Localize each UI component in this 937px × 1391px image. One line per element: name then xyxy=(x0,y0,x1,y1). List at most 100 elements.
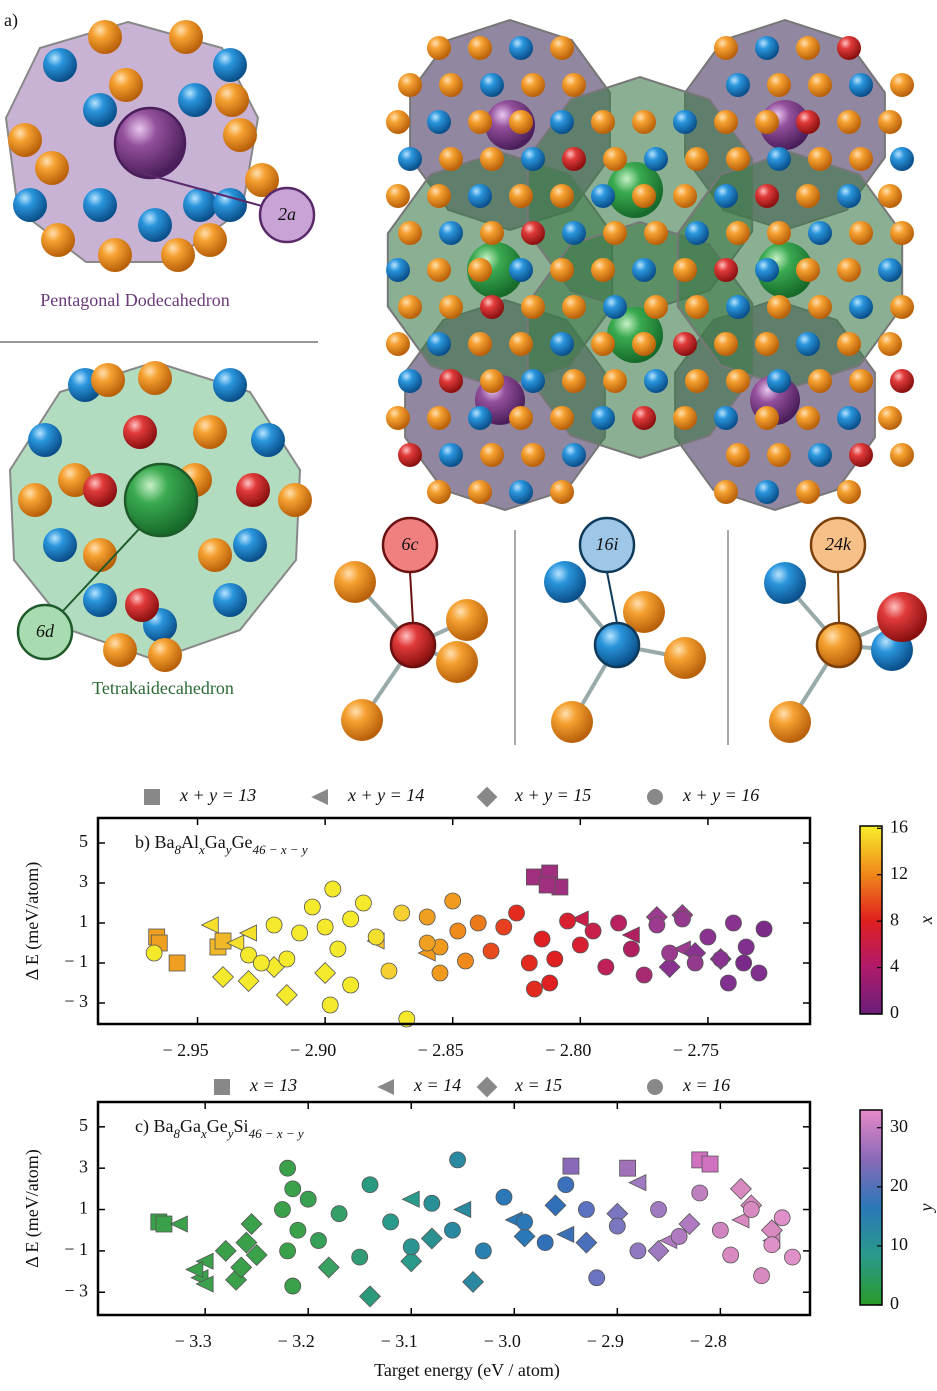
structure-diagram: a) 2a Pentagonal Dodecahedron 6d Tetraka… xyxy=(0,10,927,745)
atom xyxy=(138,208,172,242)
data-point xyxy=(729,1177,752,1200)
atom xyxy=(644,221,668,245)
data-point xyxy=(342,910,360,928)
data-point xyxy=(750,964,768,982)
title-part: Si xyxy=(234,1116,249,1136)
x-tick-label: − 3.0 xyxy=(484,1331,521,1351)
atom xyxy=(767,221,791,245)
atom xyxy=(644,369,668,393)
data-point xyxy=(737,938,755,956)
atom xyxy=(521,369,545,393)
data-point xyxy=(701,1155,719,1173)
atom xyxy=(878,258,902,282)
data-point xyxy=(719,974,737,992)
atom xyxy=(509,258,533,282)
atom xyxy=(562,369,586,393)
atom xyxy=(726,443,750,467)
y-tick-label: 3 xyxy=(79,871,88,891)
data-point xyxy=(773,1209,791,1227)
atom xyxy=(767,369,791,393)
data-point xyxy=(474,1242,492,1260)
atom xyxy=(480,295,504,319)
atom xyxy=(849,221,873,245)
atom xyxy=(796,110,820,134)
atom xyxy=(767,295,791,319)
atom xyxy=(509,36,533,60)
atom xyxy=(148,638,182,672)
data-point xyxy=(145,944,163,962)
data-point xyxy=(200,916,219,934)
title-part: Ge xyxy=(232,832,253,852)
legend-marker xyxy=(476,1076,498,1098)
atom xyxy=(755,258,779,282)
atom xyxy=(550,258,574,282)
data-point xyxy=(444,1221,461,1239)
x-tick-label: − 2.90 xyxy=(290,1040,336,1060)
title-subscript: y xyxy=(224,842,232,857)
atom xyxy=(714,406,738,430)
data-point xyxy=(735,954,753,972)
atom xyxy=(521,295,545,319)
colorbar-tick-label: 0 xyxy=(890,1293,899,1313)
atom xyxy=(91,363,125,397)
atom xyxy=(890,221,914,245)
atom xyxy=(673,184,697,208)
atom xyxy=(83,188,117,222)
atom xyxy=(43,528,77,562)
data-point xyxy=(731,1211,750,1229)
data-point xyxy=(214,932,232,950)
atom xyxy=(138,361,172,395)
atom xyxy=(427,258,451,282)
atom xyxy=(98,238,132,272)
data-point xyxy=(520,954,538,972)
colorbar xyxy=(859,1109,883,1306)
atom xyxy=(468,36,492,60)
atom xyxy=(88,20,122,54)
data-point xyxy=(418,908,436,926)
atom xyxy=(123,462,199,538)
atom xyxy=(796,184,820,208)
site-badge xyxy=(258,186,316,244)
data-point xyxy=(516,1213,533,1231)
atom xyxy=(83,93,117,127)
atom xyxy=(714,110,738,134)
data-point xyxy=(453,1200,472,1219)
atom xyxy=(685,147,709,171)
atom xyxy=(18,483,52,517)
atom xyxy=(468,480,492,504)
colorbar-tick-label: 20 xyxy=(890,1175,908,1195)
atom xyxy=(837,36,861,60)
atom xyxy=(468,406,492,430)
atom xyxy=(685,369,709,393)
atom xyxy=(591,406,615,430)
data-point xyxy=(317,1256,340,1279)
data-point xyxy=(240,1213,263,1235)
data-point xyxy=(647,1239,670,1262)
atom xyxy=(714,36,738,60)
atom xyxy=(769,701,811,743)
data-point xyxy=(284,1277,302,1295)
atom xyxy=(890,369,914,393)
atom xyxy=(562,221,586,245)
legend-label: x + y = 16 xyxy=(682,785,759,805)
atom xyxy=(386,184,410,208)
atom xyxy=(623,591,665,633)
data-point xyxy=(274,1201,291,1218)
data-point xyxy=(699,928,717,946)
plot-frame xyxy=(96,816,812,1026)
atom xyxy=(521,147,545,171)
colorbar xyxy=(859,825,883,1015)
data-point xyxy=(279,1159,296,1177)
colorbar-tick-label: 0 xyxy=(890,1002,899,1022)
title-part: Ge xyxy=(207,1116,228,1136)
atom xyxy=(890,443,914,467)
atom xyxy=(198,538,232,572)
atom xyxy=(113,106,187,180)
data-point xyxy=(622,940,640,958)
data-point xyxy=(195,1275,214,1293)
atom xyxy=(521,73,545,97)
colorbar-tick-label: 4 xyxy=(890,956,899,976)
atom xyxy=(632,184,656,208)
data-point xyxy=(755,920,773,938)
atom xyxy=(509,332,533,356)
